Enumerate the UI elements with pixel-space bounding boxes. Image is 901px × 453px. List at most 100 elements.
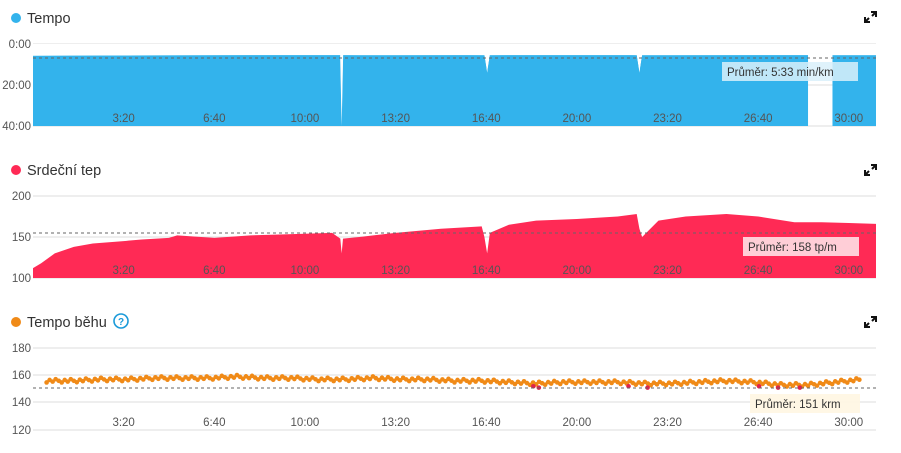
tempo-x-tick-label: 10:00 [291, 113, 320, 125]
heart-y-tick-label: 100 [12, 273, 31, 285]
cadence-low-point [531, 383, 536, 389]
cadence-x-tick-label: 6:40 [203, 417, 225, 429]
cadence-point [814, 383, 820, 388]
cadence-title: Tempo běhu [27, 315, 107, 331]
cadence-y-tick-label: 140 [12, 397, 31, 409]
cadence-point [669, 382, 675, 387]
heart-legend-dot [11, 165, 21, 175]
tempo-title: Tempo [27, 11, 71, 27]
tempo-average-label: Průměr: 5:33 min/km [727, 67, 834, 79]
tempo-x-tick-label: 30:00 [834, 113, 863, 125]
cadence-point [709, 380, 714, 386]
expand-icon[interactable] [864, 316, 877, 328]
tempo-drop-point [637, 55, 641, 73]
heart-y-tick-label: 150 [12, 232, 31, 244]
cadence-point [693, 381, 699, 387]
cadence-legend-dot [11, 317, 21, 327]
cadence-point [844, 380, 850, 385]
heart-y-tick-label: 200 [12, 191, 31, 203]
cadence-point [210, 377, 216, 382]
tempo-x-tick-label: 6:40 [203, 113, 225, 125]
cadence-point [557, 381, 563, 387]
tempo-y-tick-label: 20:00 [2, 80, 31, 92]
cadence-y-tick-label: 120 [12, 425, 31, 437]
tempo-legend-dot [11, 13, 21, 23]
tempo-average-box [722, 62, 858, 81]
cadence-point [805, 383, 811, 389]
cadence-low-point [797, 385, 803, 390]
tempo-series-fill [33, 55, 809, 126]
heart-average-box [743, 237, 859, 256]
cadence-point [95, 378, 101, 383]
cadence-x-tick-label: 16:40 [472, 417, 501, 429]
cadence-point [678, 382, 684, 388]
cadence-x-tick-label: 26:40 [744, 417, 773, 429]
cadence-point [542, 382, 548, 388]
cadence-low-point [626, 383, 631, 389]
cadence-point [216, 376, 222, 381]
tempo-x-tick-label: 3:20 [112, 113, 134, 125]
heart-area [33, 214, 876, 278]
cadence-point [829, 381, 835, 387]
cadence-y-tick-label: 160 [12, 370, 31, 382]
cadence-x-tick-label: 10:00 [291, 417, 320, 429]
heart-x-tick-label: 3:20 [112, 265, 134, 277]
cadence-point [361, 377, 367, 383]
cadence-point [74, 379, 80, 385]
tempo-drop-point [340, 55, 344, 126]
heart-x-tick-label: 16:40 [472, 265, 501, 277]
cadence-point [150, 377, 155, 383]
heart-x-tick-label: 30:00 [834, 265, 863, 277]
cadence-point [820, 381, 826, 387]
tempo-x-tick-label: 16:40 [472, 113, 501, 125]
heart-x-tick-label: 20:00 [562, 265, 591, 277]
tempo-top-band [33, 44, 876, 56]
cadence-point [548, 381, 554, 386]
tempo-panel: Tempo 0:00 20:00 40:00 3:20 6:40 10:00 13:20 1… [2, 11, 877, 133]
heart-average-label: Průměr: 158 tp/m [748, 242, 837, 254]
cadence-x-tick-label: 30:00 [834, 417, 863, 429]
cadence-point [835, 380, 841, 385]
tempo-y-tick-label: 40:00 [2, 121, 31, 133]
cadence-point [715, 379, 720, 385]
cadence-x-tick-label: 3:20 [112, 417, 134, 429]
heart-title: Srdeční tep [27, 163, 101, 179]
cadence-point [231, 375, 237, 380]
cadence-low-point [756, 383, 762, 389]
tempo-x-tick-label: 13:20 [381, 113, 410, 125]
expand-icon[interactable] [864, 164, 877, 176]
heart-x-tick-label: 6:40 [203, 265, 225, 277]
svg-text:?: ? [118, 317, 124, 328]
help-icon[interactable]: ? [113, 313, 129, 329]
heart-x-tick-label: 23:20 [653, 265, 682, 277]
heart-x-tick-label: 26:40 [744, 265, 773, 277]
tempo-x-tick-label: 23:20 [653, 113, 682, 125]
cadence-y-tick-label: 180 [12, 343, 31, 355]
cadence-panel: Tempo běhu ? 180 160 140 120 3:20 6:40 10:00 1… [11, 313, 877, 437]
heart-x-tick-label: 10:00 [291, 265, 320, 277]
cadence-x-tick-label: 20:00 [562, 417, 591, 429]
cadence-point [857, 377, 862, 383]
cadence-point [225, 376, 231, 382]
cadence-point [140, 377, 146, 382]
cadence-point [352, 377, 358, 383]
cadence-x-tick-label: 23:20 [653, 417, 682, 429]
cadence-x-tick-label: 13:20 [381, 417, 410, 429]
tempo-drop-point [485, 55, 489, 73]
tempo-x-tick-label: 26:40 [744, 113, 773, 125]
cadence-average-label: Průměr: 151 krm [755, 399, 841, 411]
cadence-point [684, 381, 690, 386]
cadence-point [80, 378, 86, 384]
cadence-point [125, 377, 131, 383]
expand-icon[interactable] [864, 11, 877, 23]
cadence-point [346, 378, 352, 384]
heart-x-tick-label: 13:20 [381, 265, 410, 277]
cadence-point [367, 376, 373, 382]
tempo-x-tick-label: 20:00 [562, 113, 591, 125]
cadence-point [851, 378, 856, 384]
tempo-y-tick-label: 0:00 [9, 39, 31, 51]
cadence-average-box [750, 394, 860, 413]
cadence-point [699, 380, 705, 386]
cadence-point [134, 378, 140, 383]
